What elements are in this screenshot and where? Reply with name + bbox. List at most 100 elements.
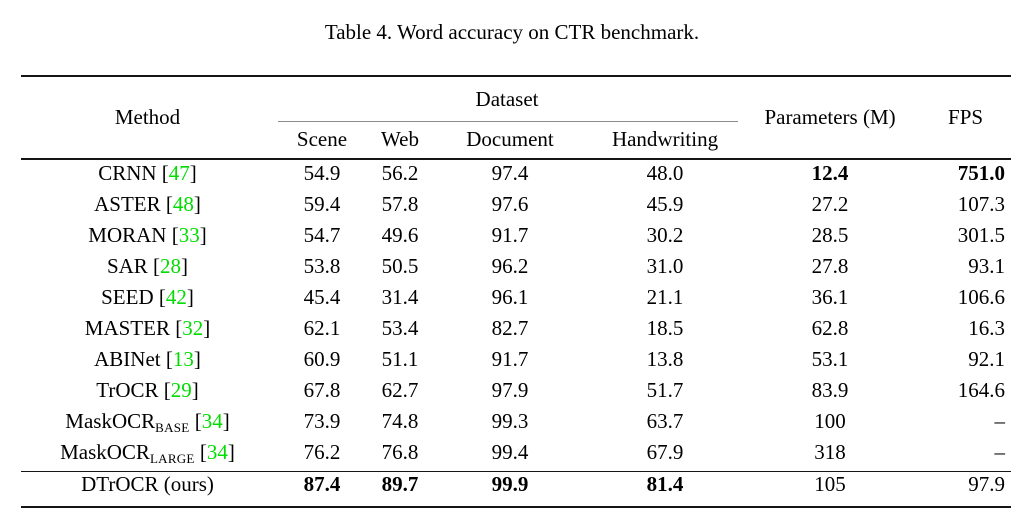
citation-bracket-open: [ [161,161,169,185]
citation-bracket-open: [ [194,409,202,433]
method-cell: TrOCR [29] [21,375,274,406]
method-cell: ABINet [13] [21,344,274,375]
table-separator-rule [21,471,1011,473]
table-caption: Table 4. Word accuracy on CTR benchmark. [324,20,700,44]
citation-link[interactable]: 29 [170,378,192,402]
citation-bracket-open: [ [158,285,166,309]
citation-bracket-open: [ [199,440,207,464]
fps-value: 93.1 [968,254,1006,278]
method-name: ASTER [94,192,161,216]
table-row: MORAN [33] 54.7 49.6 91.7 30.2 28.5 301.5 [21,220,1011,251]
scene-value: 73.9 [303,409,341,433]
scene-value: 45.4 [303,285,341,309]
parameters-value: 83.9 [811,378,849,402]
parameters-value: 53.1 [811,347,849,371]
handwriting-value: 51.7 [646,378,684,402]
fps-value: 107.3 [957,192,1006,216]
citation-link[interactable]: 33 [178,223,200,247]
citation-link[interactable]: 32 [182,316,204,340]
method-name: ABINet [94,347,161,371]
document-value: 97.9 [491,378,529,402]
web-value: 57.8 [381,192,419,216]
col-header-fps: FPS [948,105,984,129]
document-value: 91.7 [491,347,529,371]
citation-link[interactable]: 13 [172,347,194,371]
table-top-rule [21,74,1011,77]
citation-bracket-close: ] [203,316,211,340]
table-row: TrOCR [29] 67.8 62.7 97.9 51.7 83.9 164.6 [21,375,1011,406]
method-cell: MaskOCRLARGE [34] [21,437,274,468]
handwriting-value: 21.1 [646,285,684,309]
document-value: 97.6 [491,192,529,216]
citation-bracket-close: ] [191,378,199,402]
citation: [34] [200,440,235,464]
table-row: ASTER [48] 59.4 57.8 97.6 45.9 27.2 107.3 [21,189,1011,220]
fps-value: – [994,409,1006,433]
parameters-value: 28.5 [811,223,849,247]
scene-value: 59.4 [303,192,341,216]
handwriting-value: 67.9 [646,440,684,464]
citation-bracket-close: ] [189,161,197,185]
scene-value: 76.2 [303,440,341,464]
parameters-value: 12.4 [811,161,849,185]
citation: [28] [153,254,188,278]
handwriting-value: 18.5 [646,316,684,340]
parameters-value: 27.8 [811,254,849,278]
col-header-scene: Scene [296,127,348,151]
web-value: 31.4 [381,285,419,309]
method-subscript: LARGE [149,450,195,466]
fps-value: 106.6 [957,285,1006,309]
parameters-value: 27.2 [811,192,849,216]
parameters-value: 36.1 [811,285,849,309]
table-row: SEED [42] 45.4 31.4 96.1 21.1 36.1 106.6 [21,282,1011,313]
citation-link[interactable]: 47 [168,161,190,185]
citation: [47] [162,161,197,185]
table-row: CRNN [47] 54.9 56.2 97.4 48.0 12.4 751.0 [21,158,1011,189]
col-header-web: Web [381,127,419,151]
fps-value: 164.6 [957,378,1006,402]
scene-value: 87.4 [303,472,341,496]
document-value: 91.7 [491,223,529,247]
citation-link[interactable]: 48 [172,192,194,216]
scene-value: 54.9 [303,161,341,185]
method-name: MaskOCR [60,440,150,464]
citation-bracket-open: [ [175,316,183,340]
citation: [13] [166,347,201,371]
col-header-parameters: Parameters (M) [764,105,896,129]
method-cell: MASTER [32] [21,313,274,344]
citation-link[interactable]: 34 [201,409,223,433]
table-bottom-rule [21,505,1011,509]
col-header-method: Method [114,105,181,129]
handwriting-value: 48.0 [646,161,684,185]
citation-bracket-close: ] [193,192,201,216]
fps-value: 97.9 [968,472,1006,496]
scene-value: 54.7 [303,223,341,247]
document-value: 96.1 [491,285,529,309]
citation-bracket-close: ] [181,254,189,278]
citation-link[interactable]: 42 [165,285,187,309]
fps-value: 16.3 [968,316,1006,340]
citation: [29] [164,378,199,402]
document-value: 82.7 [491,316,529,340]
scene-value: 60.9 [303,347,341,371]
document-value: 97.4 [491,161,529,185]
dataset-group-underline [278,120,738,122]
table-row: MASTER [32] 62.1 53.4 82.7 18.5 62.8 16.3 [21,313,1011,344]
document-value: 99.9 [491,472,529,496]
parameters-value: 105 [814,472,846,496]
method-name: MASTER [84,316,170,340]
method-cell: ASTER [48] [21,189,274,220]
citation-bracket-close: ] [227,440,235,464]
citation: [33] [172,223,207,247]
table-row: MaskOCRBASE [34] 73.9 74.8 99.3 63.7 100 – [21,406,1011,437]
citation-link[interactable]: 34 [206,440,228,464]
col-header-dataset-group: Dataset [475,86,539,111]
handwriting-value: 81.4 [646,472,684,496]
method-cell: MORAN [33] [21,220,274,251]
citation-link[interactable]: 28 [160,254,182,278]
citation: [42] [159,285,194,309]
fps-value: 301.5 [957,223,1006,247]
web-value: 76.8 [381,440,419,464]
citation-bracket-open: [ [165,347,173,371]
